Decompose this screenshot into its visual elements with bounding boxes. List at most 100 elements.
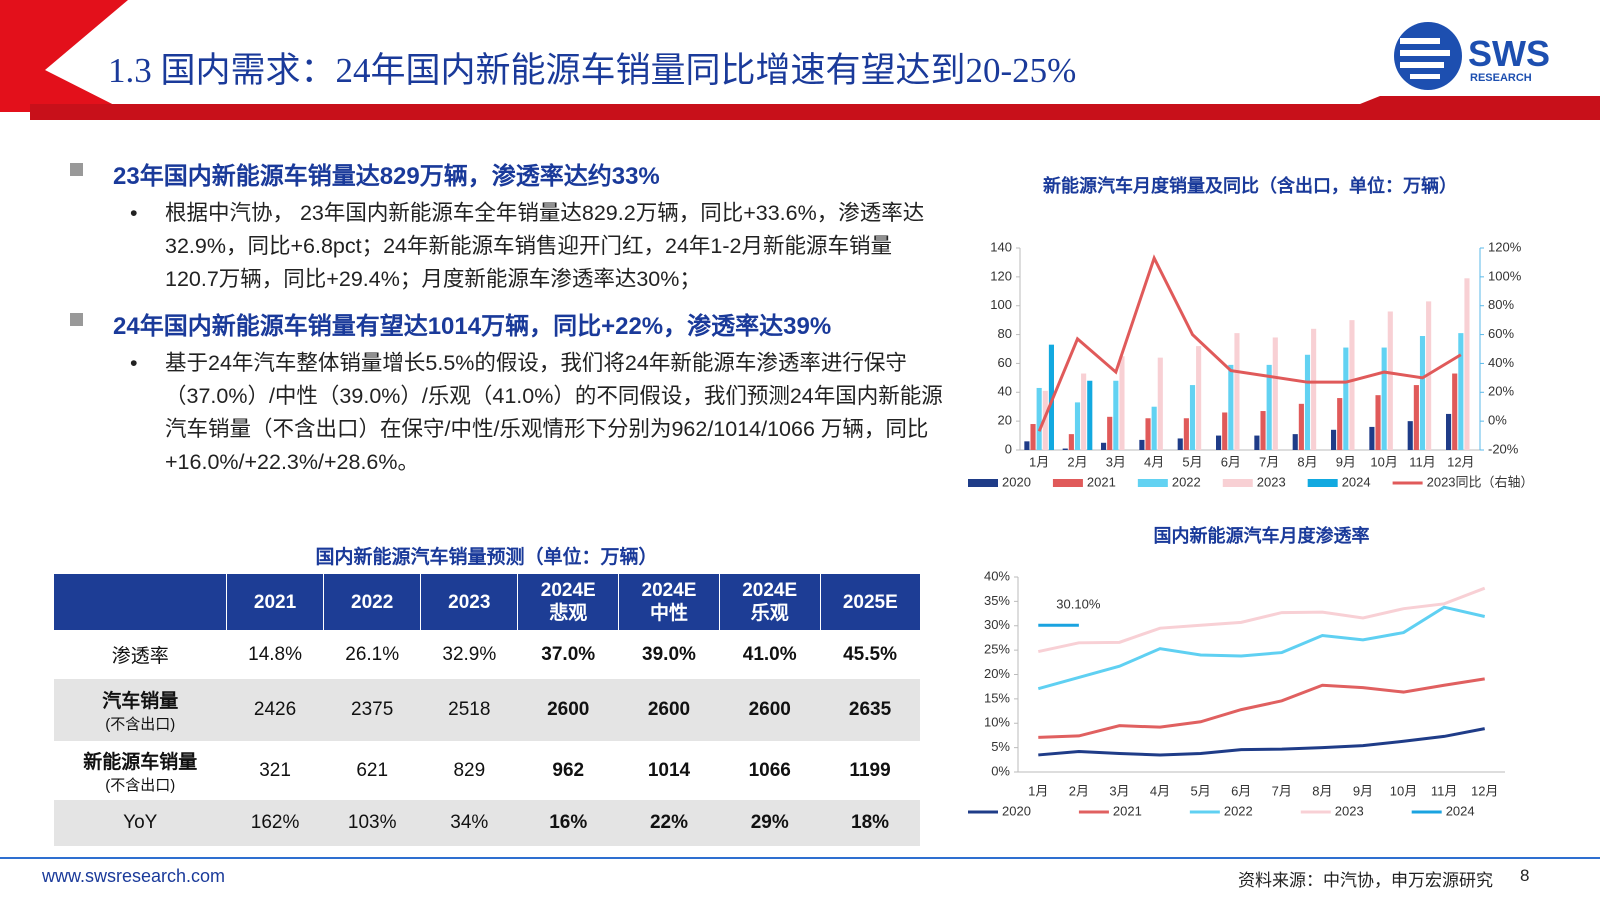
header-text: 悲观	[549, 603, 588, 624]
row-label: 渗透率	[54, 630, 227, 679]
x-tick-label: 10月	[1390, 783, 1417, 798]
x-tick-label: 7月	[1272, 783, 1292, 798]
bar	[1062, 448, 1068, 450]
cell: 1199	[849, 759, 891, 781]
cell: 162%	[226, 800, 324, 846]
bullet: 根据中汽协， 23年国内新能源车全年销量达829.2万辆，同比+33.6%，渗透…	[70, 197, 943, 296]
y-tick-label: 15%	[984, 690, 1010, 705]
legend-label: 2024	[1342, 474, 1371, 489]
cell: 103%	[323, 800, 421, 846]
x-tick-label: 9月	[1353, 783, 1373, 798]
bar	[1381, 347, 1387, 450]
line	[1037, 605, 1486, 691]
bar	[1343, 347, 1349, 450]
bar	[1216, 435, 1222, 450]
y-tick-label: 60	[998, 355, 1012, 370]
footer-url: www.swsresearch.com	[42, 866, 226, 886]
cell: 29%	[719, 800, 821, 846]
header-text: 乐观	[750, 603, 789, 624]
y-tick-label: 40	[998, 384, 1012, 399]
table-title: 国内新能源汽车销量预测（单位：万辆）	[315, 547, 658, 568]
x-tick-label: 8月	[1312, 783, 1332, 798]
legend-label: 2022	[1172, 474, 1201, 489]
bar	[1177, 438, 1183, 450]
bar	[1458, 333, 1464, 450]
y-tick-label: 25%	[984, 642, 1010, 657]
header-decor: SWS RESEARCH	[0, 0, 1600, 120]
cell: 1066	[748, 759, 791, 781]
cell: 2600	[517, 679, 619, 741]
y-tick-label: 35%	[984, 593, 1010, 608]
bar	[1387, 311, 1393, 450]
legend-label: 2023	[1257, 474, 1286, 489]
cell: 1014	[647, 759, 691, 781]
header-text: 2024E	[742, 580, 798, 601]
row-label-text: 渗透率	[111, 646, 169, 667]
header-cell	[54, 574, 227, 630]
header-cell: 2024E 乐观	[718, 574, 821, 630]
bar	[1081, 373, 1087, 450]
header-text: 2024E	[540, 580, 596, 601]
cell: 45.5%	[843, 643, 897, 665]
cell: 41.0%	[742, 643, 797, 665]
slide-title: 1.3 国内需求：24年国内新能源车销量同比增速有望达到20-25%	[108, 51, 1077, 90]
row-label-text: 汽车销量	[102, 691, 179, 712]
legend-label: 2020	[1002, 474, 1031, 489]
row-label: YoY	[54, 800, 227, 846]
forecast-table: 2021 2022 2023 2024E 悲观 2024E 中性 2024E 乐观 2025E 渗透…	[54, 574, 920, 846]
header-text: 2021	[253, 591, 297, 613]
bar	[1375, 395, 1381, 450]
cell: 2426	[226, 679, 324, 741]
cell: 14.8%	[248, 643, 302, 665]
cell: 829	[453, 759, 486, 781]
footer-source: 资料来源：中汽协，申万宏源研究	[1238, 871, 1493, 890]
bar	[1292, 434, 1298, 450]
bar	[1234, 333, 1240, 450]
header-cell: 2022	[323, 574, 421, 630]
y-tick-label: 120	[990, 268, 1012, 283]
header-band	[30, 96, 1600, 120]
cell: 2600	[618, 679, 720, 741]
bar	[1222, 412, 1228, 450]
bar	[1464, 278, 1470, 450]
x-tick-label: 11月	[1409, 454, 1436, 469]
y-tick-label: 140	[990, 239, 1012, 254]
x-tick-label: 1月	[1029, 454, 1049, 469]
y-tick-label: 20%	[984, 666, 1010, 681]
y-tick-label: 0	[1005, 441, 1012, 456]
bar	[1030, 424, 1036, 450]
row-label-text: (不含出口)	[105, 776, 176, 794]
annotation: 30.10%	[1056, 597, 1101, 612]
y-tick-label: 100	[990, 297, 1012, 312]
logo-sub: RESEARCH	[1470, 72, 1532, 84]
bar	[1331, 429, 1337, 450]
x-tick-label: 2月	[1069, 783, 1089, 798]
legend-label: 2023同比（右轴）	[1427, 474, 1534, 489]
bar	[1228, 364, 1234, 450]
bar	[1446, 413, 1452, 450]
bar	[1311, 328, 1317, 450]
bar	[1139, 439, 1145, 450]
cell: 16%	[517, 800, 619, 846]
bar	[1036, 387, 1042, 450]
row: 渗透率 14.8% 26.1% 32.9% 37.0% 39.0% 41.0% 45.5%	[54, 630, 920, 679]
x-tick-label: 3月	[1109, 783, 1129, 798]
y2-tick-label: 120%	[1488, 239, 1522, 254]
bar	[1107, 416, 1113, 450]
bar	[1337, 398, 1343, 450]
row: 新能源车销量 (不含出口) 321 621 829 962 1014 1066 1199	[54, 741, 920, 800]
header-chevron	[0, 0, 128, 112]
bar	[1369, 426, 1375, 450]
row-label-text: 新能源车销量	[83, 751, 198, 773]
y-tick-label: 30%	[984, 617, 1010, 632]
bar	[1349, 320, 1355, 450]
body-text: 23年国内新能源车销量达829万辆，渗透率达约33% 根据中汽协， 23年国内新…	[70, 156, 943, 489]
x-tick-label: 2月	[1067, 454, 1087, 469]
y-tick-label: 10%	[984, 715, 1010, 730]
bar	[1419, 336, 1426, 450]
header-text: 2023	[448, 591, 491, 613]
x-tick-label: 5月	[1182, 454, 1202, 469]
cell: 2518	[420, 679, 518, 741]
bar	[1157, 357, 1163, 450]
x-tick-label: 1月	[1028, 783, 1048, 798]
